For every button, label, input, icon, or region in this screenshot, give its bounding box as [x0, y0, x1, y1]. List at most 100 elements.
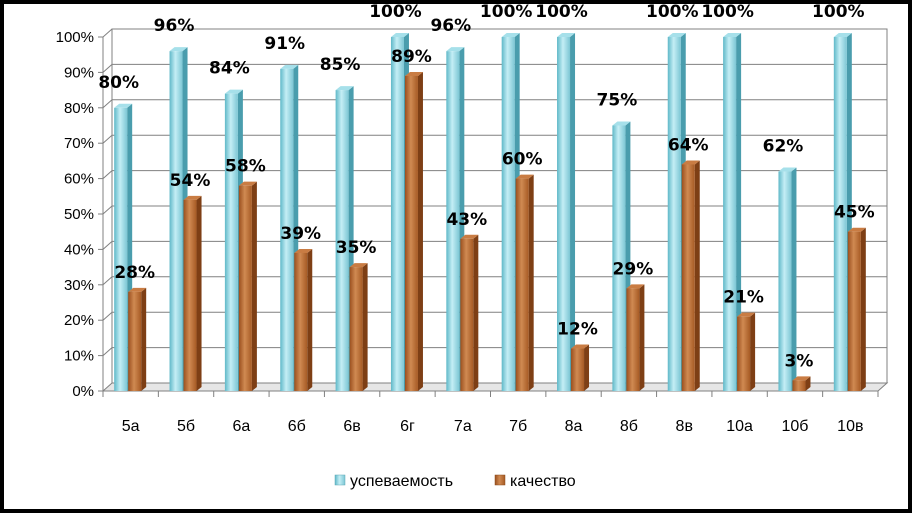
gridline-side — [102, 276, 113, 286]
bar-kachestvo — [571, 344, 590, 391]
bar-kachestvo — [238, 181, 257, 391]
bar-kachestvo — [792, 376, 811, 391]
category-label: 6в — [343, 418, 360, 435]
category-label: 10в — [837, 418, 863, 435]
bar-front — [847, 231, 861, 391]
bar-front — [349, 267, 363, 391]
data-label: 39% — [280, 224, 321, 244]
legend-swatch-kachestvo — [494, 474, 506, 486]
category-label: 5б — [177, 418, 195, 435]
data-label: 100% — [369, 2, 422, 22]
bar-top — [626, 284, 645, 289]
bar-uspevaemost — [557, 33, 576, 391]
bar-front — [114, 107, 128, 392]
bar-top — [294, 248, 313, 253]
bar-uspevaemost — [778, 167, 797, 391]
bar-top — [114, 103, 133, 108]
bar-side — [694, 160, 700, 391]
category-label: 7б — [509, 418, 527, 435]
gridline-side — [102, 311, 113, 321]
bar-front — [723, 37, 737, 391]
gridline-side — [102, 205, 113, 215]
bar-kachestvo — [128, 287, 147, 391]
bar-front — [390, 37, 404, 391]
data-label: 58% — [225, 157, 266, 177]
bar-kachestvo — [737, 312, 756, 391]
bar-front — [128, 291, 142, 391]
bar-front — [501, 37, 515, 391]
data-label: 84% — [209, 59, 250, 79]
ytick-label: 70% — [64, 135, 94, 152]
bar-top — [737, 312, 756, 317]
bar-top — [847, 227, 866, 232]
bar-top — [501, 33, 520, 37]
bar-kachestvo — [626, 284, 645, 391]
bar-top — [723, 33, 742, 37]
category-label: 8а — [565, 418, 583, 435]
bar-side — [639, 284, 645, 391]
bar-side — [750, 312, 756, 391]
data-label: 96% — [154, 16, 195, 36]
data-label: 12% — [557, 320, 598, 340]
bar-top — [792, 376, 811, 381]
data-label: 21% — [723, 288, 764, 308]
bar-kachestvo — [404, 71, 423, 391]
gridline-side — [102, 170, 113, 179]
bar-side — [584, 344, 590, 391]
bar-top — [349, 263, 368, 268]
bar-top — [335, 86, 354, 91]
bar-side — [362, 263, 368, 391]
bar-top — [557, 33, 576, 37]
category-label: 6г — [400, 418, 415, 435]
category-label: 8б — [620, 418, 638, 435]
category-label: 7а — [454, 418, 472, 435]
bar-top — [778, 167, 797, 172]
bar-top — [681, 160, 700, 165]
bar-front — [737, 316, 751, 391]
ytick-label: 50% — [64, 206, 94, 223]
bar-front — [460, 238, 474, 391]
gridline-side — [102, 28, 113, 38]
category-label: 10б — [781, 418, 808, 435]
bar-kachestvo — [183, 195, 202, 391]
data-label: 54% — [170, 171, 211, 191]
bar-front — [833, 37, 847, 391]
bar-side — [307, 248, 313, 391]
bar-front — [224, 93, 238, 391]
bar-side — [791, 167, 797, 391]
ytick-label: 20% — [64, 312, 94, 329]
ytick-label: 90% — [64, 64, 94, 81]
bar-top — [128, 287, 147, 292]
data-label: 89% — [391, 47, 432, 67]
bar-front — [571, 348, 585, 391]
bar-side — [736, 33, 742, 391]
bar-top — [404, 71, 423, 76]
bar-side — [570, 33, 576, 391]
bar-side — [141, 287, 147, 391]
legend-label-uspevaemost: успеваемость — [350, 473, 453, 490]
legend-swatch-uspevaemost — [334, 474, 346, 486]
data-label: 3% — [785, 351, 814, 371]
plot-floor — [101, 382, 889, 392]
gridline-side — [102, 347, 113, 356]
bar-top — [183, 195, 202, 200]
gridline-side — [102, 64, 113, 73]
data-label: 96% — [430, 16, 471, 36]
bar-top — [280, 64, 299, 69]
gridline-side — [102, 134, 113, 144]
bars-layer — [114, 33, 866, 392]
bar-front — [626, 288, 640, 391]
bar-top — [571, 344, 590, 349]
bar-side — [805, 376, 811, 391]
bar-front — [612, 125, 626, 391]
ytick-label: 80% — [64, 100, 94, 117]
data-label: 100% — [646, 2, 699, 22]
bar-kachestvo — [681, 160, 700, 391]
ytick-label: 60% — [64, 171, 94, 188]
data-label: 29% — [613, 259, 654, 279]
bar-side — [417, 71, 423, 391]
data-label: 60% — [502, 150, 543, 170]
bar-front — [404, 75, 418, 391]
legend-label-kachestvo: качество — [510, 473, 576, 490]
